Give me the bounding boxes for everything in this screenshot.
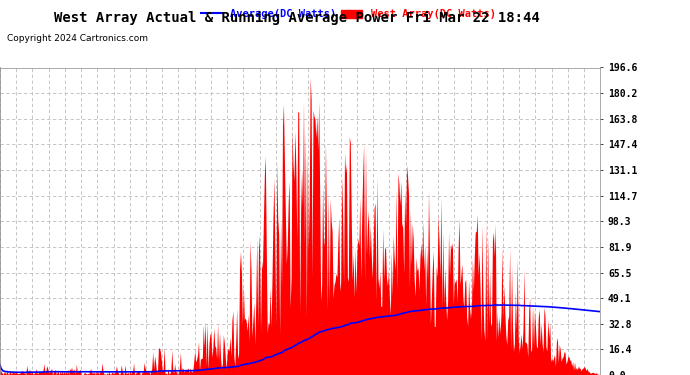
Text: West Array Actual & Running Average Power Fri Mar 22 18:44: West Array Actual & Running Average Powe…: [54, 11, 540, 26]
Legend: Average(DC Watts), West Array(DC Watts): Average(DC Watts), West Array(DC Watts): [197, 5, 500, 23]
Text: Copyright 2024 Cartronics.com: Copyright 2024 Cartronics.com: [7, 34, 148, 43]
